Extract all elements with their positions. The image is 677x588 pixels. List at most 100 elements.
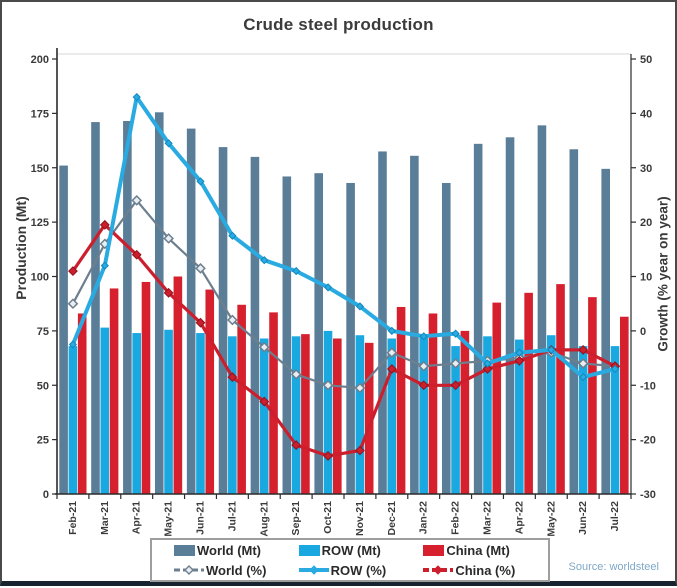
line-marker	[451, 329, 460, 338]
bar	[524, 292, 533, 494]
bar	[132, 333, 141, 494]
line-marker	[290, 369, 302, 380]
line-marker	[258, 341, 270, 353]
y-left-tick-label: 0	[43, 489, 49, 501]
line-row-	[68, 92, 620, 382]
line-marker	[132, 92, 141, 102]
legend-label: World (%)	[206, 562, 267, 578]
bars-china-mt-	[77, 276, 629, 495]
x-tick-label: Jan-22	[418, 501, 430, 534]
bars-row-mt-	[68, 327, 620, 495]
legend-item-row-: ROW (%)	[298, 563, 424, 578]
x-tick-label: Feb-21	[67, 501, 79, 535]
y-right-axis-title: Growth (% year on year)	[656, 196, 671, 351]
line-marker	[418, 380, 429, 391]
y-left-tick-label: 75	[37, 326, 49, 338]
bar	[333, 338, 342, 494]
line-marker	[164, 139, 173, 148]
line-marker	[515, 348, 524, 357]
line-marker	[323, 283, 333, 292]
legend-item-world-: World (%)	[174, 563, 299, 578]
row--swatch-icon	[298, 565, 329, 575]
chart-title: Crude steel production	[243, 15, 434, 34]
line-marker	[387, 326, 396, 335]
legend-label: World (Mt)	[197, 542, 262, 558]
line-marker	[291, 440, 302, 450]
line-marker	[610, 364, 620, 374]
bar	[77, 313, 87, 494]
legend-item-row-mt-: ROW (Mt)	[298, 543, 424, 558]
bar	[355, 335, 365, 494]
line-marker	[433, 565, 444, 575]
bar	[546, 335, 556, 494]
bar	[154, 112, 164, 494]
line-marker	[547, 345, 556, 355]
line-marker	[450, 358, 461, 369]
line-marker	[419, 332, 428, 341]
bar	[473, 143, 483, 494]
bar	[123, 120, 132, 495]
line-marker	[308, 565, 319, 575]
bar	[601, 168, 611, 494]
y-left-tick-label: 100	[31, 272, 49, 284]
line-marker	[514, 355, 525, 366]
y-right-tick-label: 30	[640, 163, 652, 175]
world--swatch-icon	[174, 565, 204, 575]
y-axis-right: -30 -20 -10 0 10 20 30 40 50	[631, 54, 656, 501]
x-axis: Feb-21 Mar-21 Apr-21 May-21 Jun-21 Jul-21 Aug-…	[56, 494, 632, 537]
legend-label: China (%)	[455, 562, 516, 578]
x-tick-label: Apr-22	[513, 501, 525, 534]
bar	[109, 288, 119, 494]
line-marker	[227, 314, 238, 326]
legend-item-china-mt-: China (Mt)	[423, 543, 548, 558]
line-marker	[418, 360, 430, 372]
x-tick-label: Apr-21	[131, 501, 143, 534]
x-tick-label: Jun-21	[195, 501, 207, 535]
line-marker	[184, 565, 194, 575]
bar	[515, 339, 524, 494]
y-right-tick-label: -30	[640, 489, 656, 501]
world-mt--swatch-icon	[174, 544, 195, 556]
y-right-tick-label: -20	[640, 435, 656, 447]
bar	[556, 284, 565, 494]
bar	[91, 122, 100, 494]
line-china-	[68, 219, 620, 461]
line-marker	[450, 380, 461, 391]
line-marker	[292, 266, 301, 276]
line-marker	[323, 451, 333, 461]
x-tick-label: Dec-21	[386, 501, 398, 536]
line-marker	[482, 364, 493, 374]
line-marker	[578, 344, 589, 355]
bar	[100, 327, 110, 494]
x-tick-label: Feb-22	[450, 501, 462, 535]
x-tick-label: Jun-22	[577, 501, 589, 535]
y-left-tick-label: 50	[37, 380, 49, 392]
bar	[269, 312, 278, 494]
source-note: Source: worldsteel	[568, 561, 660, 573]
bar	[196, 333, 205, 494]
bar	[460, 330, 470, 495]
bar	[364, 342, 374, 494]
bar	[237, 304, 246, 494]
bar	[610, 346, 620, 494]
y-left-tick-label: 125	[31, 217, 49, 229]
bar	[173, 276, 183, 494]
line-marker	[354, 382, 366, 394]
y-left-axis-title: Production (Mt)	[13, 196, 29, 299]
x-tick-label: May-22	[545, 501, 557, 537]
line-marker	[483, 359, 492, 368]
y-left-tick-label: 150	[31, 163, 49, 175]
bar	[441, 182, 451, 495]
x-tick-label: Jul-22	[609, 501, 621, 532]
legend: World (Mt) ROW (Mt) China (Mt) World (%) ROW…	[150, 538, 550, 582]
y-right-tick-label: 0	[640, 326, 646, 338]
x-tick-label: Sep-21	[290, 501, 302, 536]
bar	[620, 316, 629, 494]
line-marker	[259, 396, 270, 407]
bar	[218, 147, 228, 494]
x-tick-label: Aug-21	[258, 501, 270, 537]
line-marker	[386, 364, 397, 374]
bar	[141, 281, 151, 494]
bar	[451, 346, 460, 494]
